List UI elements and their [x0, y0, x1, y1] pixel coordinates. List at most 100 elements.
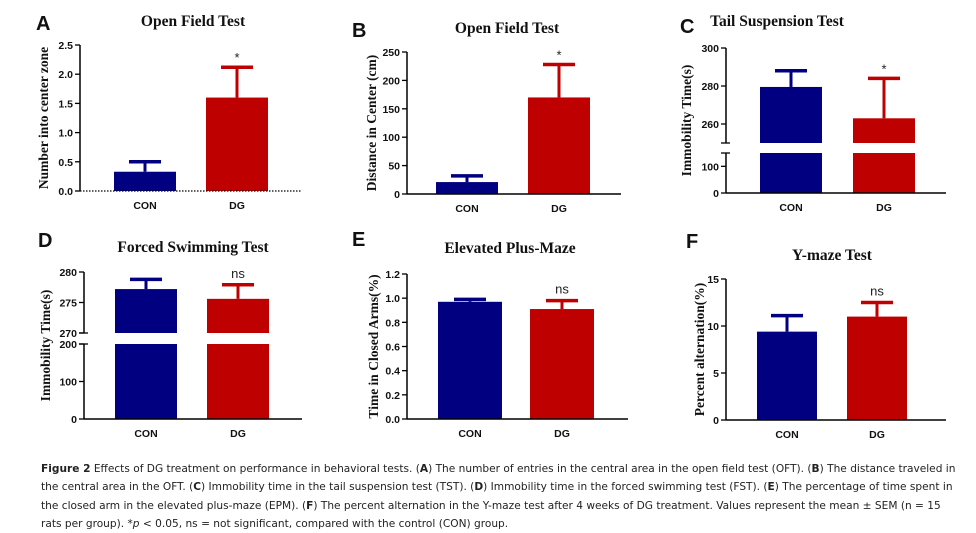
y-tick-label: 50	[388, 161, 400, 173]
y-tick-label: 200	[382, 75, 400, 87]
chart-title: Forced Swimming Test	[117, 239, 269, 256]
panel-a: A Open Field Test Number into center zone C…	[36, 13, 302, 212]
caption-text: ) Immobility time in the forced swimming…	[483, 481, 768, 494]
caption-text: < 0.05, ns = not significant, compared w…	[139, 517, 509, 530]
caption-text: ) Immobility time in the tail suspension…	[201, 481, 475, 494]
y-tick-label: 1.0	[58, 128, 73, 140]
panel-letter: F	[686, 231, 698, 253]
panel-d: D Forced Swimming Test Immobility Time(s) C…	[38, 230, 302, 440]
x-tick-label: CON	[134, 428, 157, 440]
chart-title: Tail Suspension Test	[710, 13, 845, 30]
caption-panel-ref: E	[767, 481, 775, 494]
x-tick-label: CON	[779, 202, 802, 214]
x-tick-label: DG	[551, 203, 567, 215]
y-axis-label: Distance in Center (cm)	[364, 55, 379, 192]
bar-con	[760, 153, 822, 193]
significance-marker: ns	[870, 284, 884, 299]
y-axis-label: Percent alternation(%)	[692, 283, 707, 417]
y-tick-label: 0.0	[385, 414, 400, 426]
y-tick-label: 0	[71, 414, 77, 426]
y-tick-label: 100	[382, 132, 400, 144]
panel-letter: B	[352, 20, 366, 42]
y-tick-label: 0.8	[385, 317, 400, 329]
y-tick-label: 0.5	[58, 157, 73, 169]
bar-con	[114, 171, 176, 191]
y-tick-label: 250	[382, 47, 400, 59]
y-tick-label: 0.4	[385, 366, 400, 378]
y-tick-label: 300	[701, 43, 719, 55]
bar-dg	[206, 97, 268, 191]
y-tick-label: 100	[59, 377, 77, 389]
x-tick-label: DG	[229, 200, 245, 212]
x-tick-label: CON	[458, 428, 481, 440]
bar-con	[760, 86, 822, 143]
y-tick-label: 275	[59, 298, 77, 310]
bar-dg	[207, 298, 269, 333]
significance-marker: *	[556, 47, 561, 62]
panel-e: E Elevated Plus-Maze Time in Closed Arms(%…	[352, 229, 628, 440]
chart-title: Elevated Plus-Maze	[444, 240, 575, 257]
caption-panel-ref: D	[474, 481, 484, 494]
panel-letter: A	[36, 13, 50, 35]
caption-text: ) The percentage of time spent in the cl…	[41, 481, 953, 512]
bar-con	[436, 182, 498, 194]
x-tick-label: CON	[455, 203, 478, 215]
bar-dg	[853, 118, 915, 143]
figure-2-panels: A Open Field Test Number into center zone C…	[36, 13, 946, 441]
y-axis-label: Number into center zone	[36, 47, 51, 189]
y-tick-label: 280	[59, 267, 77, 279]
figure-label: Figure 2	[41, 463, 91, 475]
x-tick-label: DG	[869, 429, 885, 441]
y-tick-label: 200	[59, 339, 77, 351]
x-tick-label: DG	[554, 428, 570, 440]
y-tick-label: 5	[713, 368, 719, 380]
x-tick-label: DG	[230, 428, 246, 440]
chart-title: Open Field Test	[141, 13, 246, 30]
x-tick-label: CON	[775, 429, 798, 441]
bar-con	[115, 289, 177, 333]
caption-panel-ref: B	[811, 463, 820, 475]
y-tick-label: 270	[59, 328, 77, 340]
y-tick-label: 0.0	[58, 186, 73, 198]
panel-c: C Tail Suspension Test Immobility Time(s) C…	[679, 13, 946, 214]
y-tick-label: 1.0	[385, 293, 400, 305]
y-tick-label: 15	[707, 274, 719, 286]
y-tick-label: 0.6	[385, 342, 400, 354]
x-tick-label: CON	[133, 200, 156, 212]
y-tick-label: 10	[707, 321, 719, 333]
significance-marker: ns	[231, 266, 245, 281]
caption-panel-ref: C	[193, 481, 201, 494]
bar-dg	[207, 344, 269, 419]
y-tick-label: 0	[713, 188, 719, 200]
y-tick-label: 1.5	[58, 98, 73, 110]
y-axis-label: Time in Closed Arms(%)	[366, 274, 381, 418]
y-tick-label: 2.5	[58, 40, 73, 52]
y-tick-label: 100	[701, 161, 719, 173]
y-tick-label: 0.2	[385, 390, 400, 402]
bar-dg	[530, 309, 594, 419]
panel-f: F Y-maze Test Percent alternation(%) CON ns D…	[686, 231, 946, 441]
y-tick-label: 0	[713, 415, 719, 427]
bar-dg	[528, 97, 590, 194]
panel-letter: C	[680, 16, 694, 38]
caption-text: p	[132, 517, 140, 530]
panel-letter: E	[352, 229, 365, 251]
caption-text: Effects of DG treatment on performance i…	[90, 463, 420, 475]
panel-b: B Open Field Test Distance in Center (cm) C…	[352, 20, 621, 215]
caption-body: Effects of DG treatment on performance i…	[41, 463, 955, 530]
y-axis-label: Immobility Time(s)	[679, 65, 694, 177]
y-tick-label: 0	[394, 189, 400, 201]
chart-title: Open Field Test	[455, 20, 560, 37]
caption-text: ) The distance traveled in the central a…	[41, 463, 956, 494]
bar-con	[438, 301, 502, 419]
y-axis-label: Immobility Time(s)	[38, 290, 53, 402]
y-tick-label: 2.0	[58, 69, 73, 81]
significance-marker: ns	[555, 282, 569, 297]
y-tick-label: 1.2	[385, 269, 400, 281]
y-tick-label: 280	[701, 81, 719, 93]
bar-dg	[847, 316, 907, 420]
bar-con	[757, 331, 817, 420]
caption-text: ) The percent alternation in the Y-maze …	[41, 499, 941, 530]
significance-marker: *	[234, 50, 239, 65]
chart-title: Y-maze Test	[792, 247, 873, 264]
